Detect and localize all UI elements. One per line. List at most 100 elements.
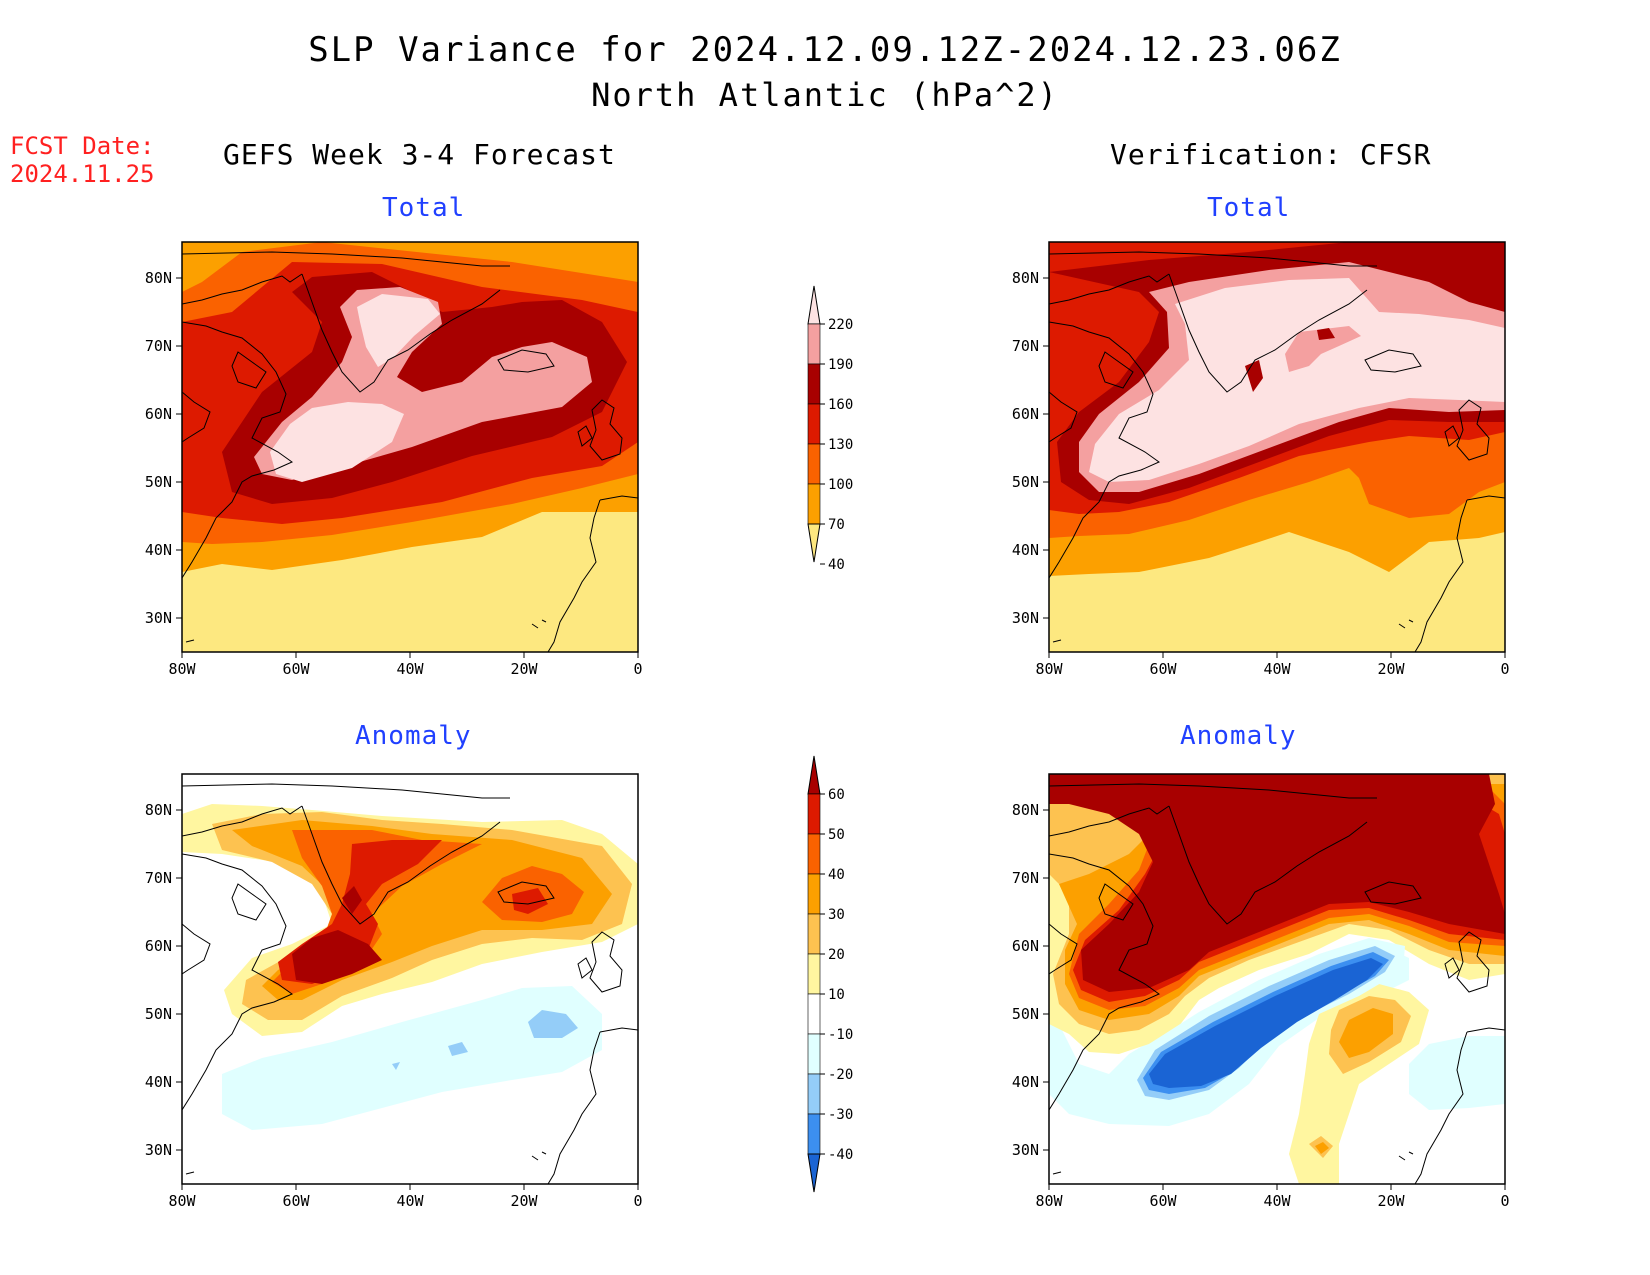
colorbar-swatch bbox=[807, 443, 821, 485]
lat-tick-label: 50N bbox=[1012, 1005, 1039, 1023]
colorbar-label: 60 bbox=[828, 787, 845, 803]
lon-tick-label: 40W bbox=[396, 1192, 424, 1210]
shade-a60 bbox=[342, 886, 362, 914]
fcst-date-value: 2024.11.25 bbox=[10, 160, 155, 188]
lon-tick-label: 20W bbox=[510, 1192, 538, 1210]
shade-n20 bbox=[528, 1010, 578, 1038]
lon-tick-label: 20W bbox=[510, 660, 538, 678]
lat-tick-label: 80N bbox=[1012, 269, 1039, 287]
lon-tick-label: 40W bbox=[1263, 1192, 1291, 1210]
lon-tick-label: 60W bbox=[282, 1192, 310, 1210]
colorbar-swatch bbox=[807, 483, 821, 525]
fcst-date-label: FCST Date: bbox=[10, 132, 155, 160]
colorbar-label: 50 bbox=[828, 827, 845, 843]
colorbar-anomaly: 60 50 40 30 20 10 -10 -20 -30 -40 bbox=[807, 755, 853, 1193]
shade-n40 bbox=[1149, 958, 1383, 1088]
lon-tick-label: 0 bbox=[1500, 1192, 1509, 1210]
lon-tick-label: 40W bbox=[1263, 660, 1291, 678]
axis-ticks: 80W 60W 40W 20W 0 80N 70N 60N 50N 40N 30N bbox=[145, 801, 643, 1210]
panel-br-title: Anomaly bbox=[1180, 721, 1297, 751]
colorbar-label: 40 bbox=[828, 557, 845, 573]
lon-tick-label: 60W bbox=[1149, 660, 1177, 678]
shade-190 bbox=[1285, 326, 1361, 372]
colorbar-label: -30 bbox=[828, 1107, 853, 1123]
panel-bl-title: Anomaly bbox=[355, 721, 472, 751]
shade-a60 bbox=[1049, 774, 1505, 992]
lon-tick-label: 60W bbox=[1149, 1192, 1177, 1210]
lon-tick-label: 80W bbox=[1035, 1192, 1063, 1210]
axis-ticks: 80W 60W 40W 20W 0 80N 70N 60N 50N 40N 30N bbox=[145, 269, 643, 678]
colorbar-swatch bbox=[807, 363, 821, 405]
colorbar-arrow-top bbox=[807, 755, 821, 795]
map-panel-forecast-anomaly: 80W 60W 40W 20W 0 80N 70N 60N 50N 40N 30N bbox=[145, 773, 643, 1210]
shade-a30 bbox=[1315, 1142, 1329, 1154]
shade-a60 bbox=[292, 930, 382, 984]
shade-n10 bbox=[222, 986, 602, 1130]
colorbar-label: 190 bbox=[828, 357, 853, 373]
lat-tick-label: 30N bbox=[145, 609, 172, 627]
colorbar-label: 10 bbox=[828, 987, 845, 1003]
axis-ticks: 80W 60W 40W 20W 0 80N 70N 60N 50N 40N 30N bbox=[1012, 801, 1510, 1210]
lat-tick-label: 30N bbox=[1012, 1141, 1039, 1159]
lat-tick-label: 80N bbox=[145, 269, 172, 287]
colorbar-arrow-bottom bbox=[807, 523, 821, 563]
lat-tick-label: 50N bbox=[145, 1005, 172, 1023]
main-title: SLP Variance for 2024.12.09.12Z-2024.12.… bbox=[308, 30, 1342, 70]
right-column-heading: Verification: CFSR bbox=[1110, 138, 1432, 171]
lat-tick-label: 40N bbox=[1012, 541, 1039, 559]
colorbar-label: 40 bbox=[828, 867, 845, 883]
colorbar-label: -20 bbox=[828, 1067, 853, 1083]
shade-a30 bbox=[1339, 1008, 1393, 1058]
colorbar-total: 220 190 160 130 100 70 40 bbox=[807, 285, 853, 573]
shade-a50 bbox=[512, 888, 548, 914]
map-panel-verification-total: 80W 60W 40W 20W 0 80N 70N 60N 50N 40N 30N bbox=[1012, 241, 1510, 678]
colorbar-swatch bbox=[807, 793, 821, 835]
lat-tick-label: 60N bbox=[1012, 937, 1039, 955]
colorbar-swatch bbox=[807, 953, 821, 995]
lat-tick-label: 50N bbox=[145, 473, 172, 491]
colorbar-label: 20 bbox=[828, 947, 845, 963]
lat-tick-label: 70N bbox=[145, 337, 172, 355]
lat-tick-label: 80N bbox=[145, 801, 172, 819]
shade-n20 bbox=[392, 1062, 400, 1070]
colorbar-swatch bbox=[807, 403, 821, 445]
lon-tick-label: 60W bbox=[282, 660, 310, 678]
colorbar-label: -40 bbox=[828, 1147, 853, 1163]
lat-tick-label: 40N bbox=[1012, 1073, 1039, 1091]
lat-tick-label: 60N bbox=[145, 405, 172, 423]
shade-220 bbox=[1089, 278, 1505, 482]
lat-tick-label: 60N bbox=[145, 937, 172, 955]
shade-220 bbox=[270, 402, 404, 482]
colorbar-label: 220 bbox=[828, 317, 853, 333]
lon-tick-label: 0 bbox=[633, 660, 642, 678]
colorbar-swatch bbox=[807, 1113, 821, 1155]
lon-tick-label: 40W bbox=[396, 660, 424, 678]
lon-tick-label: 20W bbox=[1377, 1192, 1405, 1210]
lat-tick-label: 40N bbox=[145, 1073, 172, 1091]
colorbar-swatch bbox=[807, 833, 821, 875]
lon-tick-label: 80W bbox=[168, 660, 196, 678]
colorbar-arrow-bottom bbox=[807, 1153, 821, 1193]
map-panel-forecast-total: 80W 60W 40W 20W 0 80N 70N 60N 50N 40N 30N bbox=[145, 241, 643, 678]
lat-tick-label: 80N bbox=[1012, 801, 1039, 819]
left-column-heading: GEFS Week 3-4 Forecast bbox=[223, 138, 616, 171]
map-panel-verification-anomaly: 80W 60W 40W 20W 0 80N 70N 60N 50N 40N 30N bbox=[1012, 773, 1510, 1210]
colorbar-swatch bbox=[807, 873, 821, 915]
lat-tick-label: 30N bbox=[145, 1141, 172, 1159]
colorbar-swatch bbox=[807, 323, 821, 365]
coastlines bbox=[1049, 251, 1505, 652]
lat-tick-label: 70N bbox=[145, 869, 172, 887]
coastlines bbox=[182, 783, 638, 1184]
lon-tick-label: 0 bbox=[1500, 660, 1509, 678]
lat-tick-label: 60N bbox=[1012, 405, 1039, 423]
panel-tl-title: Total bbox=[382, 193, 466, 223]
shade-n20 bbox=[448, 1042, 468, 1056]
colorbar-label: 30 bbox=[828, 907, 845, 923]
colorbar-label: 100 bbox=[828, 477, 853, 493]
shade-220 bbox=[357, 294, 440, 367]
lat-tick-label: 70N bbox=[1012, 337, 1039, 355]
colorbar-swatch bbox=[807, 913, 821, 955]
colorbar-swatch bbox=[807, 1073, 821, 1115]
lon-tick-label: 20W bbox=[1377, 660, 1405, 678]
coastlines bbox=[182, 251, 638, 652]
